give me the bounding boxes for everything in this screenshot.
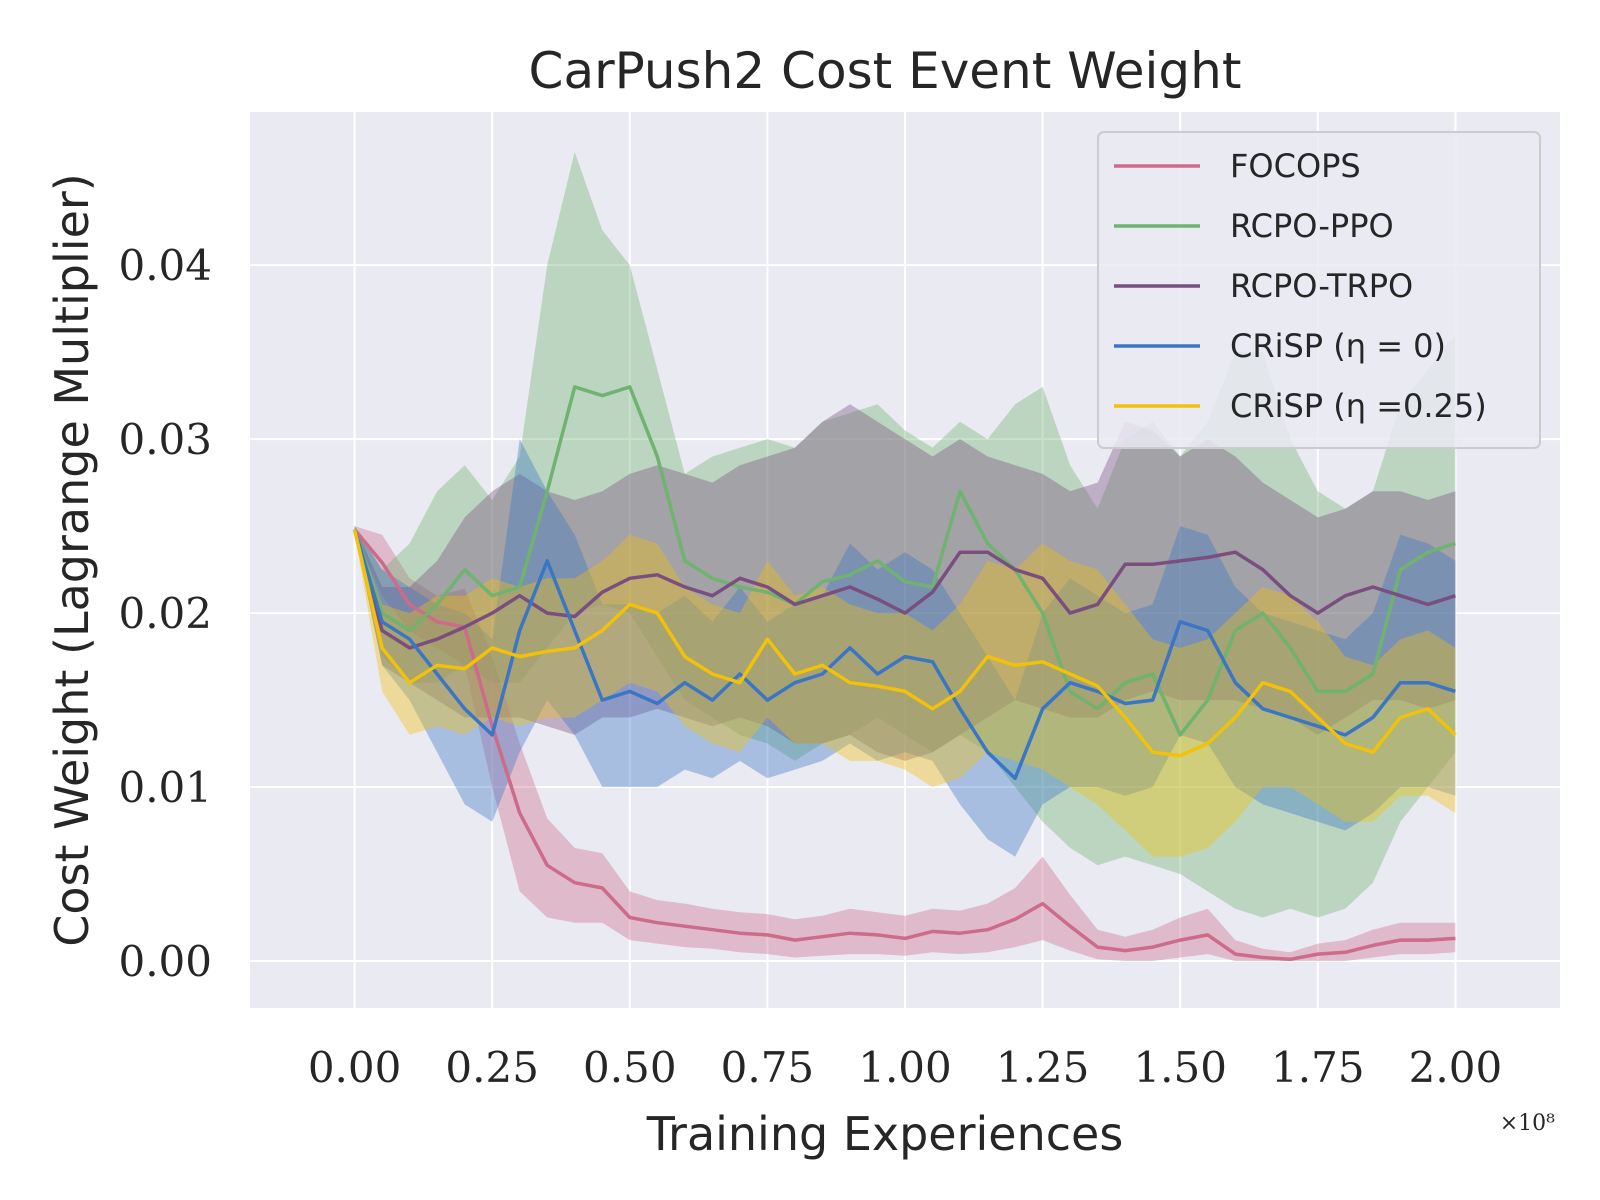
legend-label: CRiSP (η = 0) xyxy=(1230,327,1446,365)
y-axis-label: Cost Weight (Lagrange Multiplier) xyxy=(45,173,99,946)
legend-label: FOCOPS xyxy=(1230,147,1361,185)
y-tick-label: 0.01 xyxy=(118,763,212,812)
legend: FOCOPS RCPO-PPO RCPO-TRPO CRiSP (η = 0) CRiS… xyxy=(1098,132,1540,448)
x-tick-label: 0.50 xyxy=(583,1043,677,1092)
x-tick-label: 1.00 xyxy=(858,1043,952,1092)
legend-label: CRiSP (η =0.25) xyxy=(1230,387,1487,425)
chart-title: CarPush2 Cost Event Weight xyxy=(529,42,1242,100)
y-tick-label: 0.04 xyxy=(118,241,212,290)
chart: CarPush2 Cost Event Weight 0.00 0.25 0.50 0… xyxy=(0,0,1600,1200)
x-exponent-label: ×10⁸ xyxy=(1500,1111,1555,1136)
x-tick-label: 1.75 xyxy=(1271,1043,1365,1092)
legend-label: RCPO-TRPO xyxy=(1230,267,1413,305)
x-tick-label: 0.00 xyxy=(308,1043,402,1092)
x-tick-label: 1.25 xyxy=(996,1043,1090,1092)
x-tick-label: 0.75 xyxy=(721,1043,815,1092)
x-tick-label: 1.50 xyxy=(1133,1043,1227,1092)
y-tick-label: 0.02 xyxy=(118,589,212,638)
y-tick-label: 0.00 xyxy=(118,937,212,986)
x-tick-label: 2.00 xyxy=(1409,1043,1503,1092)
x-tick-label: 0.25 xyxy=(445,1043,539,1092)
y-tick-label: 0.03 xyxy=(118,415,212,464)
x-axis-label: Training Experiences xyxy=(646,1107,1124,1161)
legend-label: RCPO-PPO xyxy=(1230,207,1394,245)
